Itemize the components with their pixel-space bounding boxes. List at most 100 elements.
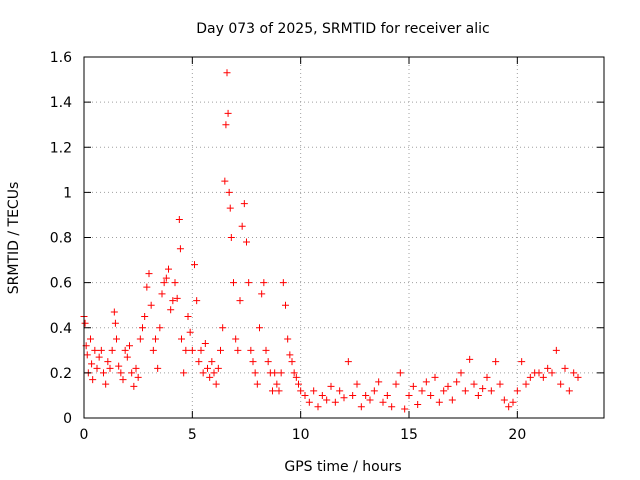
x-tick-label: 10 <box>292 427 310 443</box>
data-point <box>154 364 162 372</box>
data-point <box>349 391 357 399</box>
data-point <box>286 351 294 359</box>
data-point <box>225 188 233 196</box>
data-point <box>102 380 110 388</box>
data-point <box>505 403 513 411</box>
data-point <box>305 398 313 406</box>
data-point <box>401 405 409 413</box>
data-point <box>139 324 146 332</box>
data-point <box>134 373 142 381</box>
data-point <box>518 358 526 366</box>
data-point <box>279 279 287 287</box>
data-point <box>184 312 192 320</box>
data-point <box>479 385 487 393</box>
data-point <box>331 398 339 406</box>
data-point <box>113 335 120 343</box>
data-point <box>238 222 246 230</box>
data-point <box>123 353 131 361</box>
data-point <box>357 403 365 411</box>
data-point <box>264 358 272 366</box>
data-point <box>301 391 309 399</box>
data-point <box>95 353 103 361</box>
data-point <box>195 358 203 366</box>
data-point <box>223 69 231 77</box>
y-tick-label: 0 <box>63 411 72 427</box>
data-point <box>362 391 370 399</box>
data-point <box>115 362 123 370</box>
data-point <box>292 373 300 381</box>
data-point <box>544 364 552 372</box>
data-point <box>561 364 569 372</box>
data-point <box>221 177 229 185</box>
y-tick-label: 1.2 <box>50 140 72 156</box>
data-point <box>226 204 234 212</box>
data-point <box>214 364 222 372</box>
data-point <box>204 364 211 372</box>
data-point <box>466 355 474 363</box>
x-tick-label: 5 <box>188 427 197 443</box>
data-point <box>149 346 157 354</box>
data-point <box>392 380 400 388</box>
chart-title: Day 073 of 2025, SRMTID for receiver ali… <box>196 21 489 37</box>
data-point <box>243 238 250 246</box>
data-point <box>487 387 495 395</box>
data-point <box>111 319 119 327</box>
data-point <box>314 403 322 411</box>
data-point <box>110 308 118 316</box>
data-point <box>175 215 183 223</box>
y-tick-label: 1.6 <box>50 50 72 66</box>
data-point <box>431 373 439 381</box>
data-point <box>422 378 430 386</box>
data-point <box>83 351 91 359</box>
data-point <box>197 346 205 354</box>
data-point <box>271 369 279 377</box>
data-point <box>81 319 89 327</box>
data-point <box>409 382 417 390</box>
data-point <box>136 335 144 343</box>
data-point <box>91 346 99 354</box>
data-point <box>97 346 105 354</box>
data-point <box>186 328 194 336</box>
data-point <box>318 391 326 399</box>
data-point <box>548 369 556 377</box>
data-point <box>217 346 224 354</box>
data-point <box>121 346 129 354</box>
data-point <box>145 270 153 278</box>
y-tick-label: 1.4 <box>50 95 72 111</box>
data-point <box>474 391 482 399</box>
data-point <box>126 342 133 350</box>
y-axis-title: SRMTID / TECUs <box>6 182 22 295</box>
data-point <box>89 376 97 384</box>
data-point <box>93 364 101 372</box>
data-point <box>440 387 448 395</box>
data-points <box>80 69 582 413</box>
data-point <box>173 294 181 302</box>
data-point <box>492 358 500 366</box>
y-tick-label: 0.4 <box>50 321 72 337</box>
data-point <box>570 369 578 377</box>
y-tick-label: 0.6 <box>50 276 72 292</box>
data-point <box>152 335 159 343</box>
data-point <box>444 382 452 390</box>
data-point <box>284 335 292 343</box>
data-point <box>193 297 201 305</box>
data-point <box>253 380 261 388</box>
data-point <box>500 396 508 404</box>
data-point <box>158 290 166 298</box>
data-point <box>224 109 232 117</box>
data-point <box>256 324 263 332</box>
data-point <box>448 396 456 404</box>
data-point <box>574 373 582 381</box>
data-point <box>234 346 242 354</box>
grid <box>84 57 604 418</box>
data-point <box>87 335 94 343</box>
y-tick-label: 0.8 <box>50 231 72 247</box>
data-point <box>176 245 184 253</box>
data-point <box>427 391 435 399</box>
data-point <box>171 279 179 287</box>
data-point <box>212 380 220 388</box>
data-point <box>128 369 136 377</box>
data-point <box>461 387 469 395</box>
data-point <box>418 387 426 395</box>
data-point <box>222 121 230 129</box>
